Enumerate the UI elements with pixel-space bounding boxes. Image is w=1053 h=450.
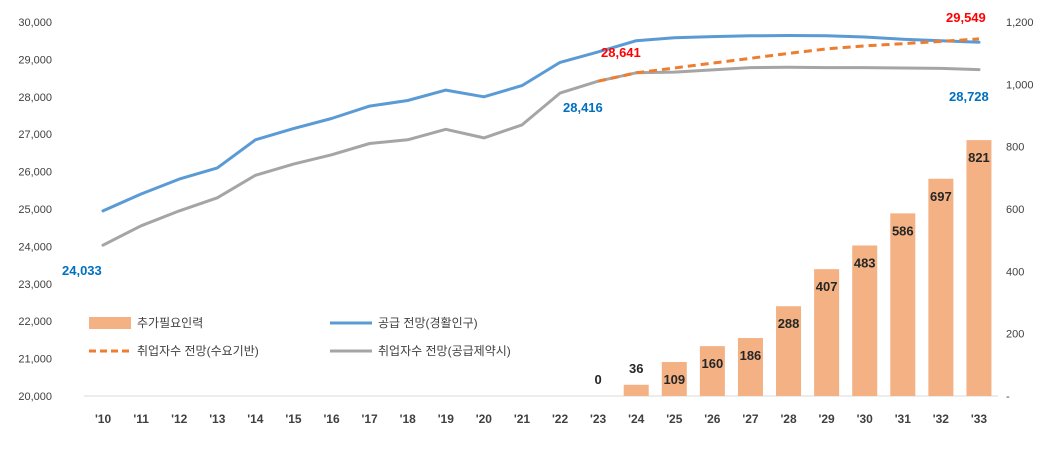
y-left-tick-label: 23,000 — [18, 279, 52, 291]
x-tick-label: '32 — [933, 412, 950, 426]
value-callout: 28,416 — [563, 100, 603, 115]
bar-mark — [661, 362, 687, 396]
legend-label-supply: 공급 전망(경활인구) — [378, 316, 478, 330]
y-right-tick-label: - — [1006, 391, 1010, 403]
bar-value-label: 407 — [816, 279, 838, 294]
legend: 추가필요인력 공급 전망(경활인구) 취업자수 전망(수요기반) 취업자수 전망… — [89, 316, 511, 358]
x-tick-label: '14 — [247, 412, 264, 426]
x-tick-label: '15 — [285, 412, 302, 426]
bar-mark — [928, 178, 954, 396]
y-left-tick-label: 22,000 — [18, 316, 52, 328]
bar-mark — [699, 346, 725, 396]
value-callout: 24,033 — [62, 263, 102, 278]
bar-value-label: 186 — [740, 348, 762, 363]
y-left-tick-label: 25,000 — [18, 204, 52, 216]
x-axis-ticks: '10 '11 '12 '13 '14 '15 '16 '17 '18 '19 '20 '21 '22 '… — [95, 412, 987, 426]
x-tick-label: '18 — [400, 412, 417, 426]
legend-label-constrained: 취업자수 전망(공급제약시) — [378, 343, 511, 358]
y-right-tick-label: 600 — [1006, 204, 1024, 216]
y-left-tick-label: 27,000 — [18, 129, 52, 141]
bar-mark — [814, 269, 840, 396]
y-right-tick-label: 800 — [1006, 142, 1024, 154]
y-left-tick-label: 29,000 — [18, 54, 52, 66]
x-tick-label: '33 — [971, 412, 988, 426]
legend-swatch-bars — [89, 317, 131, 329]
left-axis-ticks: 20,000 21,000 22,000 23,000 24,000 25,000 26,0… — [18, 17, 52, 403]
x-tick-label: '20 — [476, 412, 493, 426]
x-tick-label: '29 — [819, 412, 836, 426]
x-tick-label: '11 — [133, 412, 149, 426]
y-right-tick-label: 400 — [1006, 266, 1024, 278]
x-tick-label: '30 — [857, 412, 874, 426]
x-tick-label: '19 — [438, 412, 455, 426]
x-tick-label: '23 — [590, 412, 607, 426]
y-left-tick-label: 26,000 — [18, 167, 52, 179]
bar-mark — [966, 140, 992, 396]
line-series-constrained — [101, 65, 981, 247]
bar-value-label: 36 — [629, 361, 643, 376]
line-series-supply — [101, 34, 981, 213]
bar-value-label: 288 — [778, 316, 800, 331]
bar-mark — [776, 306, 802, 396]
y-left-tick-label: 20,000 — [18, 391, 52, 403]
bar-value-label: 0 — [595, 372, 602, 387]
value-callout: 28,728 — [949, 89, 989, 104]
legend-label-demand: 취업자수 전망(수요기반) — [137, 344, 259, 358]
y-right-tick-label: 1,000 — [1006, 79, 1034, 91]
x-tick-label: '10 — [95, 412, 112, 426]
x-tick-label: '31 — [895, 412, 912, 426]
bar-value-label: 586 — [892, 223, 914, 238]
line-series-demand — [597, 37, 980, 83]
bar-value-labels: 0 36 109 160 186 288 407 483 586 697 821 — [595, 150, 990, 387]
value-callouts: 24,033 28,416 28,641 29,549 28,728 — [62, 10, 989, 278]
line-series-group — [101, 34, 981, 247]
bar-mark — [890, 213, 916, 396]
x-tick-label: '24 — [628, 412, 645, 426]
x-tick-label: '12 — [171, 412, 188, 426]
x-tick-label: '26 — [704, 412, 721, 426]
bar-mark — [737, 338, 763, 396]
bar-value-label: 483 — [854, 255, 876, 270]
bar-value-label: 109 — [663, 372, 685, 387]
right-axis-ticks: - 200 400 600 800 1,000 1,200 — [1006, 17, 1034, 403]
bar-mark — [852, 245, 878, 396]
bar-value-label: 697 — [930, 189, 952, 204]
y-left-tick-label: 21,000 — [18, 354, 52, 366]
x-tick-label: '13 — [209, 412, 226, 426]
y-left-tick-label: 30,000 — [18, 17, 52, 29]
y-left-tick-label: 28,000 — [18, 92, 52, 104]
value-callout: 29,549 — [946, 10, 986, 25]
x-tick-label: '28 — [780, 412, 797, 426]
x-tick-label: '27 — [742, 412, 759, 426]
y-right-tick-label: 200 — [1006, 329, 1024, 341]
bar-mark — [623, 384, 649, 396]
x-tick-label: '21 — [514, 412, 531, 426]
x-tick-label: '22 — [552, 412, 569, 426]
legend-label-bars: 추가필요인력 — [137, 316, 203, 330]
value-callout: 28,641 — [601, 45, 641, 60]
x-tick-label: '17 — [362, 412, 379, 426]
x-tick-label: '25 — [666, 412, 683, 426]
bar-series-additional-manpower — [623, 140, 992, 396]
y-right-tick-label: 1,200 — [1006, 17, 1034, 29]
bar-value-label: 160 — [702, 356, 724, 371]
y-left-tick-label: 24,000 — [18, 241, 52, 253]
bar-value-label: 821 — [968, 150, 990, 165]
x-tick-label: '16 — [323, 412, 340, 426]
